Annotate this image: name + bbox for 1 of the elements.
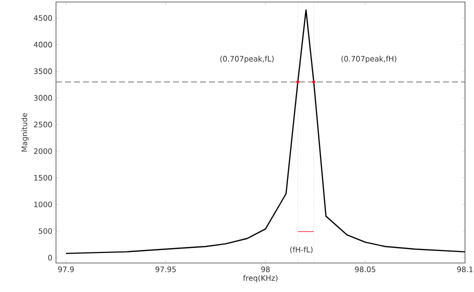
line-series — [65, 9, 466, 254]
